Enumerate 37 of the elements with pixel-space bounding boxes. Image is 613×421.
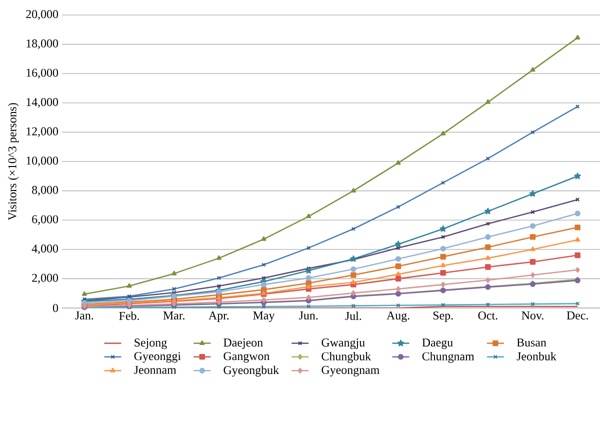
y-axis-title: Visitors (×10^3 persons)	[8, 103, 19, 220]
y-tick-label: 20,000	[26, 10, 58, 20]
legend-label: Gwangju	[322, 338, 365, 350]
x-tick-label: Aug.	[386, 312, 410, 322]
legend-label: Gyeongnam	[322, 366, 380, 376]
x-tick-label: Jun.	[299, 312, 318, 320]
y-tick-label: 6,000	[32, 215, 58, 225]
x-tick-label: Apr.	[208, 312, 229, 322]
y-tick-label: 14,000	[26, 98, 58, 108]
x-tick-label: Nov.	[522, 312, 544, 320]
legend-label: Daejeon	[224, 338, 263, 350]
legend-label: Chungbuk	[322, 352, 372, 363]
y-tick-label: 0	[52, 304, 58, 312]
x-tick-label: Mar.	[163, 312, 184, 320]
x-tick-label: Feb.	[119, 312, 139, 320]
y-tick-label: 2,000	[32, 274, 58, 284]
x-tick-label: Sep.	[433, 312, 453, 322]
x-tick-label: Jul.	[345, 312, 362, 320]
y-tick-label: 12,000	[26, 127, 58, 138]
x-tick-label: Dec.	[566, 312, 588, 320]
x-tick-label: Jan.	[75, 312, 94, 320]
y-tick-label: 16,000	[26, 68, 58, 78]
legend-label: Sejong	[134, 338, 167, 350]
x-tick-label: Oct.	[478, 312, 498, 320]
x-tick-label: May	[253, 312, 275, 322]
legend-label: Busan	[516, 338, 546, 347]
legend-label: Jeonnam	[134, 366, 176, 374]
legend-label: Jeonbuk	[516, 352, 556, 360]
legend-label: Chungnam	[422, 352, 474, 363]
legend-label: Gyeonggi	[134, 352, 181, 363]
y-tick-label: 8,000	[32, 186, 58, 196]
legend-label: Daegu	[422, 338, 453, 350]
legend-label: Gangwon	[224, 352, 270, 363]
legend-label: Gyeongbuk	[224, 366, 280, 377]
y-tick-label: 10,000	[26, 156, 58, 166]
y-tick-label: 18,000	[26, 39, 58, 50]
y-tick-label: 4,000	[32, 244, 58, 254]
